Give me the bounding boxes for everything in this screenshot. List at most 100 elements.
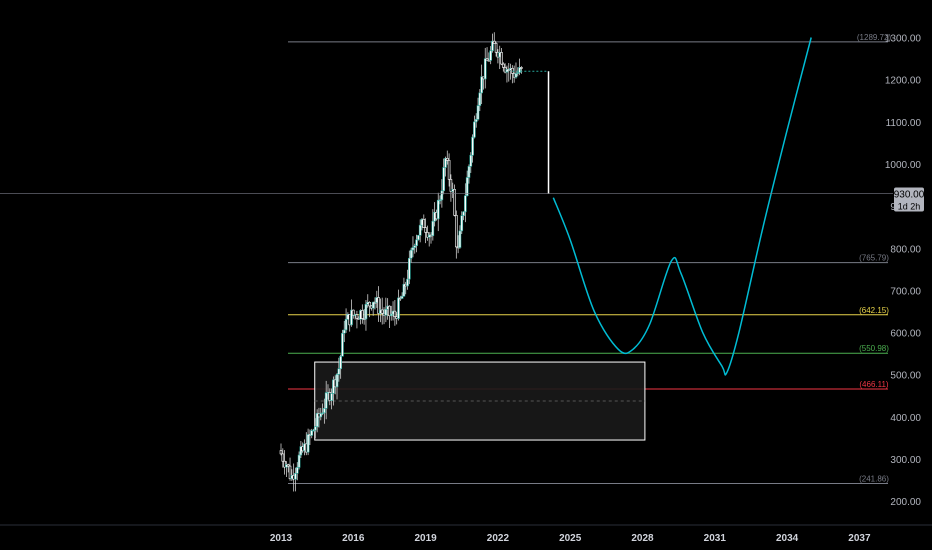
candle — [487, 59, 491, 62]
candle — [283, 460, 286, 468]
candle — [494, 43, 498, 53]
candle — [445, 157, 449, 161]
level-label: (642.15) — [859, 306, 889, 315]
candle — [460, 215, 464, 232]
candles — [279, 32, 523, 492]
candle — [447, 160, 451, 180]
level-label: (241.86) — [859, 475, 889, 484]
candle — [436, 199, 440, 220]
candle — [321, 412, 324, 415]
candle — [489, 50, 492, 61]
candle — [397, 297, 400, 319]
level-labels: (1289.72) (765.79) (642.15) (550.98) (466.11… — [857, 33, 892, 484]
projection-path[interactable] — [552, 37, 812, 376]
y-tick-label: 1100.00 — [886, 118, 922, 129]
candle — [458, 230, 462, 248]
x-tick-label: 2034 — [776, 533, 799, 544]
candle — [473, 121, 476, 138]
candle — [393, 310, 397, 317]
candle — [411, 247, 415, 251]
candle — [361, 310, 364, 319]
x-tick-label: 2025 — [559, 533, 582, 544]
candle — [408, 257, 411, 280]
candle — [368, 301, 371, 307]
candle — [344, 319, 348, 331]
candle — [478, 92, 482, 106]
y-tick-label: 300.00 — [890, 455, 921, 466]
last-price-label: 930.00 1d 2h — [894, 187, 925, 212]
x-tick-label: 2031 — [704, 533, 727, 544]
x-tick-label: 2028 — [631, 533, 654, 544]
candle — [415, 239, 418, 247]
candle — [455, 215, 458, 248]
candle — [380, 309, 384, 314]
candle — [341, 332, 344, 357]
candle — [323, 408, 326, 414]
candle — [516, 72, 520, 74]
candle — [413, 245, 417, 248]
candle — [315, 413, 319, 428]
candle — [442, 167, 445, 192]
candle — [518, 67, 521, 73]
candle — [294, 472, 297, 480]
candle — [335, 373, 339, 388]
candle — [314, 426, 317, 431]
candle — [424, 227, 427, 233]
candle — [453, 189, 456, 216]
candle — [491, 40, 494, 52]
candle — [286, 464, 290, 467]
candle — [400, 295, 404, 299]
candle — [371, 301, 375, 309]
candle — [480, 76, 483, 94]
candle — [377, 297, 380, 314]
candle — [417, 235, 420, 241]
candle — [288, 465, 292, 480]
last-price-badge — [894, 187, 924, 212]
y-tick-label: 700.00 — [890, 286, 921, 297]
candle — [469, 154, 473, 167]
candle — [502, 63, 505, 68]
level-label: (1289.72) — [857, 33, 892, 42]
candle — [464, 195, 467, 213]
candle — [520, 67, 523, 69]
candle — [444, 157, 447, 168]
x-axis[interactable]: 2013 2016 2019 2022 2025 2028 2031 2034 2037 — [270, 533, 871, 544]
candle — [297, 454, 301, 468]
candle — [402, 283, 406, 297]
last-price-value: 930.00 — [894, 189, 925, 200]
candle — [422, 219, 426, 228]
candle — [342, 329, 346, 334]
y-tick-label: 1300.00 — [885, 34, 922, 45]
candle — [355, 314, 359, 319]
level-label: (466.11) — [859, 380, 889, 389]
candle — [339, 355, 342, 370]
candle — [492, 40, 496, 44]
candle — [281, 453, 285, 462]
candle — [324, 392, 328, 409]
level-label: (765.79) — [859, 254, 889, 263]
candle — [406, 278, 409, 287]
candle — [438, 199, 442, 202]
y-tick-label: 200.00 — [890, 497, 921, 508]
candle — [465, 177, 469, 196]
candle — [364, 303, 368, 320]
y-tick-label: 600.00 — [890, 329, 921, 340]
candle — [409, 249, 413, 259]
candle — [351, 309, 355, 316]
x-tick-label: 2013 — [270, 533, 293, 544]
candle — [471, 136, 474, 156]
candle — [474, 119, 478, 123]
candle — [389, 313, 393, 317]
candle — [306, 434, 310, 453]
x-tick-label: 2037 — [848, 533, 871, 544]
candle — [514, 73, 518, 78]
y-tick-label: 400.00 — [890, 413, 921, 424]
y-axis[interactable]: 200.00 300.00 400.00 500.00 600.00 700.00 800.… — [885, 34, 922, 509]
last-price-countdown: 1d 2h — [898, 201, 921, 211]
candle — [319, 413, 323, 418]
candle — [279, 450, 283, 455]
y-tick-label: 500.00 — [890, 371, 921, 382]
candle — [337, 368, 341, 375]
candle — [384, 308, 388, 316]
